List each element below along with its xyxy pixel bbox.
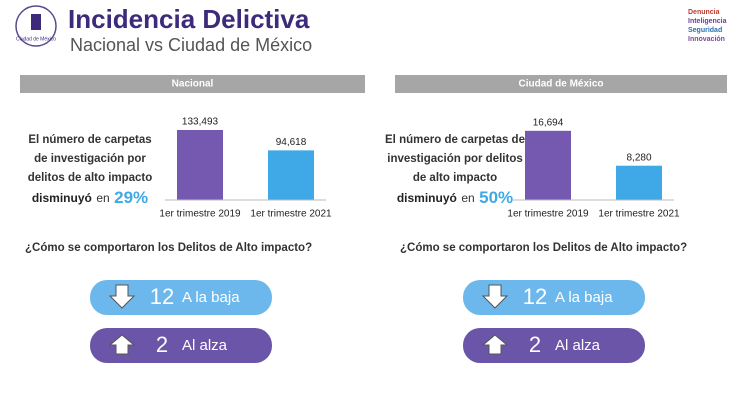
panels: Nacional El número de carpetas de investig… bbox=[20, 75, 727, 363]
logo-right: Denuncia Inteligencia Seguridad Innovación bbox=[688, 9, 727, 43]
conclusion: disminuyó en 29% bbox=[32, 188, 148, 207]
logo-right-word: Seguridad bbox=[688, 27, 722, 34]
status-label: A la baja bbox=[182, 289, 240, 306]
description-line: de investigación por bbox=[34, 153, 146, 165]
status-label: A la baja bbox=[555, 289, 613, 306]
status-label: Al alza bbox=[555, 337, 601, 354]
logo-right-word: Inteligencia bbox=[688, 18, 727, 25]
status-pill bbox=[463, 280, 645, 315]
connector: en bbox=[461, 191, 474, 205]
description-line: delitos de alto impacto bbox=[28, 172, 153, 184]
category-label: 1er trimestre 2021 bbox=[250, 209, 332, 220]
bar bbox=[616, 165, 662, 200]
panel: Ciudad de México El número de carpetas de… bbox=[385, 75, 727, 363]
logo-ring bbox=[15, 5, 57, 47]
panel-heading-bg bbox=[20, 75, 365, 93]
status-pill bbox=[90, 280, 272, 315]
category-label: 1er trimestre 2019 bbox=[159, 209, 241, 220]
description-line: El número de carpetas de bbox=[385, 134, 525, 146]
count: 12 bbox=[150, 284, 174, 309]
bar-value-label: 16,694 bbox=[533, 117, 564, 128]
status-label: Al alza bbox=[182, 337, 228, 354]
count: 12 bbox=[523, 284, 547, 309]
description-line: de alto impacto bbox=[413, 172, 497, 184]
panel-heading: Ciudad de México bbox=[518, 79, 603, 90]
panel-heading: Nacional bbox=[172, 79, 214, 90]
logo-left-text: Ciudad de México bbox=[16, 36, 56, 42]
verb: disminuyó bbox=[32, 191, 92, 205]
count: 2 bbox=[529, 332, 541, 357]
arrow-up-icon bbox=[108, 334, 136, 355]
bar-value-label: 8,280 bbox=[626, 152, 651, 163]
bar bbox=[177, 129, 223, 200]
panel-heading-bg bbox=[395, 75, 727, 93]
title: Incidencia Delictiva bbox=[68, 4, 310, 34]
logo-figure bbox=[31, 14, 41, 30]
panel: Nacional El número de carpetas de investig… bbox=[20, 75, 365, 363]
conclusion: disminuyó en 50% bbox=[397, 188, 513, 207]
bar-value-label: 133,493 bbox=[182, 117, 219, 128]
subtitle: Nacional vs Ciudad de México bbox=[70, 35, 312, 55]
count: 2 bbox=[156, 332, 168, 357]
logo-right-word: Denuncia bbox=[688, 9, 720, 16]
description-line: investigación por delitos bbox=[387, 153, 522, 165]
arrow-up-icon bbox=[481, 334, 509, 355]
status-pill bbox=[463, 328, 645, 363]
logo-right-word: Innovación bbox=[688, 36, 725, 43]
question: ¿Cómo se comportaron los Delitos de Alto… bbox=[25, 242, 312, 254]
arrow-down-icon bbox=[108, 284, 136, 309]
category-label: 1er trimestre 2019 bbox=[507, 209, 589, 220]
bar bbox=[525, 130, 571, 200]
logo-left: Ciudad de México bbox=[15, 5, 57, 47]
bar-value-label: 94,618 bbox=[276, 137, 307, 148]
status-pill bbox=[90, 328, 272, 363]
description-line: El número de carpetas bbox=[28, 134, 151, 146]
percent: 29% bbox=[114, 188, 148, 207]
arrow-down-icon bbox=[481, 284, 509, 309]
question: ¿Cómo se comportaron los Delitos de Alto… bbox=[400, 242, 687, 254]
bar bbox=[268, 150, 314, 200]
category-label: 1er trimestre 2021 bbox=[598, 209, 680, 220]
connector: en bbox=[96, 191, 109, 205]
verb: disminuyó bbox=[397, 191, 457, 205]
percent: 50% bbox=[479, 188, 513, 207]
